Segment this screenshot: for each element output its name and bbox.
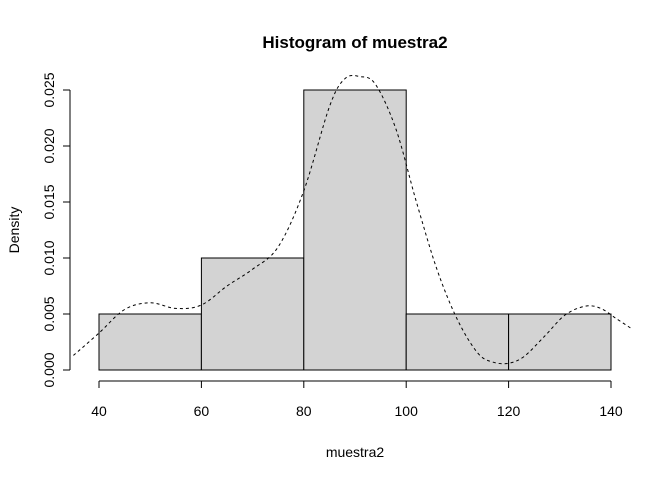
y-axis-label: Density bbox=[6, 207, 22, 254]
y-tick-label: 0.015 bbox=[41, 184, 57, 219]
y-tick-label: 0.025 bbox=[41, 72, 57, 107]
bars-group bbox=[98, 89, 612, 371]
x-axis-label: muestra2 bbox=[326, 444, 385, 460]
x-tick-label: 100 bbox=[395, 403, 419, 419]
y-tick-label: 0.010 bbox=[41, 240, 57, 275]
density-curve bbox=[73, 74, 632, 365]
y-tick-label: 0.005 bbox=[41, 296, 57, 331]
histogram-bar-4 bbox=[405, 313, 510, 371]
y-axis: 0.000 0.005 0.010 0.015 0.020 0.025 bbox=[41, 72, 71, 388]
histogram-bar-3 bbox=[303, 89, 407, 371]
x-tick-label: 40 bbox=[91, 403, 107, 419]
y-tick-label: 0.020 bbox=[41, 128, 57, 163]
x-tick-label: 140 bbox=[599, 403, 623, 419]
x-tick-label: 60 bbox=[194, 403, 210, 419]
chart-title: Histogram of muestra2 bbox=[262, 33, 447, 52]
histogram-bar-5 bbox=[508, 313, 612, 371]
x-axis: 40 60 80 100 120 140 bbox=[91, 380, 623, 419]
histogram-bar-2 bbox=[200, 257, 305, 371]
x-tick-label: 120 bbox=[497, 403, 521, 419]
y-tick-label: 0.000 bbox=[41, 352, 57, 387]
x-tick-label: 80 bbox=[296, 403, 312, 419]
histogram-bar-1 bbox=[98, 313, 202, 371]
